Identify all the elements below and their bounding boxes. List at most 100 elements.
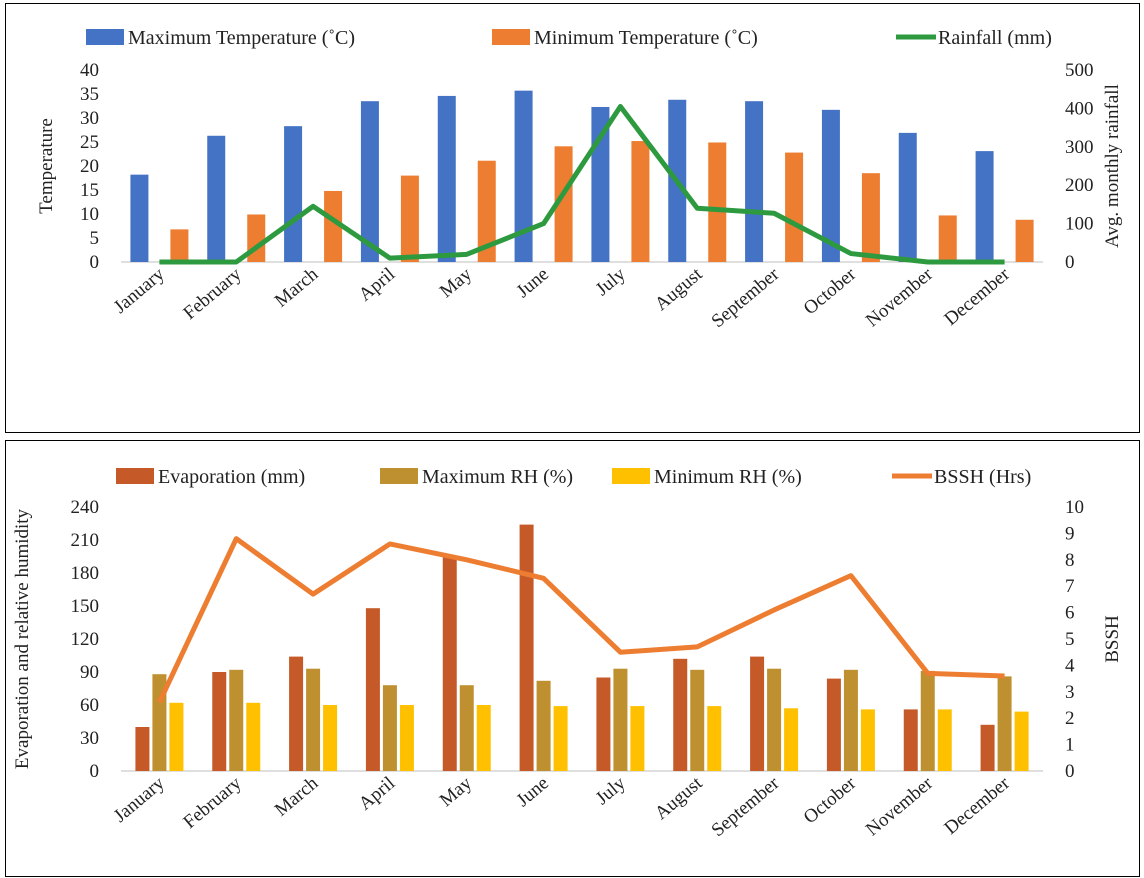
bar-maximum-temperature-c: [130, 174, 149, 262]
bar-evaporation-mm: [903, 709, 918, 771]
bar-maximum-temperature-c: [360, 101, 379, 262]
legend-label: BSSH (Hrs): [934, 466, 1031, 488]
y2-tick-label: 8: [1065, 550, 1075, 571]
y-tick-label: 120: [71, 629, 100, 650]
temperature-rainfall-chart-panel: 0 5 10 15 20 25 30 35 40 0 100 200 300 400 500 Temperat…: [5, 3, 1140, 433]
x-category-label: October: [800, 772, 861, 828]
y2-tick-label: 9: [1065, 523, 1075, 544]
y2-tick-label: 7: [1065, 576, 1075, 597]
y2-tick-label: 100: [1065, 214, 1094, 235]
bar-maximum-temperature-c: [821, 109, 840, 262]
line-rainfall-mm: [159, 103, 1005, 265]
x-category-label: July: [592, 772, 630, 809]
legend-swatch: [492, 29, 530, 45]
y-axis-title: Evaporation and relative humidity: [12, 508, 33, 769]
bar-minimum-rh: [553, 706, 568, 771]
bar-maximum-rh: [613, 668, 628, 771]
bar-maximum-rh: [229, 669, 244, 771]
x-category-label: January: [110, 263, 169, 317]
x-category-label: November: [862, 772, 937, 840]
x-category-label: July: [592, 263, 630, 300]
bar-maximum-temperature-c: [745, 101, 764, 262]
y-tick-label: 210: [71, 530, 100, 551]
bar-evaporation-mm: [365, 608, 380, 771]
bar-minimum-rh: [399, 705, 414, 771]
y-tick-label: 60: [80, 695, 99, 716]
x-category-label: August: [651, 772, 707, 824]
y2-tick-label: 1: [1065, 735, 1075, 756]
bar-maximum-temperature-c: [437, 95, 456, 262]
bar-maximum-rh: [306, 668, 321, 771]
y-tick-label: 15: [80, 180, 99, 201]
y-tick-label: 40: [80, 60, 99, 81]
bar-evaporation-mm: [596, 677, 611, 771]
evaporation-humidity-chart: 0 30 60 90 120 150 180 210 240 0 1 2 3 4 5 6 7 8 9 10 Evapor…: [12, 466, 1123, 841]
legend-label: Minimum Temperature (˚C): [534, 27, 758, 49]
bar-evaporation-mm: [673, 658, 688, 771]
y2-axis-title: Avg. monthly rainfall: [1102, 84, 1123, 248]
bar-maximum-temperature-c: [898, 132, 917, 262]
y-tick-label: 150: [71, 596, 100, 617]
y2-tick-label: 5: [1065, 629, 1075, 650]
bar-minimum-rh: [860, 709, 875, 771]
y-tick-label: 90: [80, 662, 99, 683]
bar-maximum-rh: [690, 669, 705, 771]
y-tick-label: 240: [71, 497, 100, 518]
bar-evaporation-mm: [980, 724, 995, 771]
x-category-label: February: [179, 263, 245, 323]
bar-maximum-rh: [459, 685, 474, 771]
legend-label: Rainfall (mm): [938, 27, 1052, 49]
legend-label: Maximum Temperature (˚C): [128, 27, 355, 49]
y-tick-label: 25: [80, 132, 99, 153]
y-tick-label: 30: [80, 108, 99, 129]
bar-evaporation-mm: [442, 556, 457, 771]
bar-minimum-rh: [707, 706, 722, 771]
bar-maximum-rh: [536, 680, 551, 771]
x-category-label: March: [271, 772, 323, 820]
y2-tick-label: 500: [1065, 60, 1094, 81]
y-tick-label: 0: [90, 252, 100, 273]
bar-maximum-rh: [767, 668, 782, 771]
bar-minimum-temperature-c: [1015, 219, 1034, 262]
x-category-label: January: [110, 772, 169, 826]
y-tick-label: 180: [71, 563, 100, 584]
x-category-label: March: [271, 263, 323, 311]
bar-minimum-rh: [323, 705, 338, 771]
bar-maximum-temperature-c: [284, 126, 303, 262]
x-category-label: September: [708, 263, 784, 332]
bar-evaporation-mm: [135, 727, 150, 771]
y2-tick-label: 200: [1065, 175, 1094, 196]
bar-minimum-temperature-c: [477, 160, 496, 262]
bar-maximum-temperature-c: [207, 135, 226, 262]
bar-maximum-temperature-c: [975, 151, 994, 262]
y-tick-label: 10: [80, 204, 99, 225]
bar-minimum-temperature-c: [324, 190, 343, 262]
x-category-label: May: [436, 772, 477, 811]
y2-axis-title: BSSH: [1102, 615, 1123, 663]
y2-tick-label: 6: [1065, 603, 1075, 624]
evaporation-humidity-chart-panel: 0 30 60 90 120 150 180 210 240 0 1 2 3 4 5 6 7 8 9 10 Evapor…: [5, 440, 1140, 877]
y-tick-label: 20: [80, 156, 99, 177]
y-axis-title: Temperature: [36, 118, 57, 214]
y2-tick-label: 3: [1065, 682, 1075, 703]
bar-maximum-temperature-c: [514, 90, 533, 262]
bar-minimum-rh: [937, 709, 952, 771]
x-category-label: November: [862, 263, 937, 331]
y2-tick-label: 0: [1065, 252, 1075, 273]
x-category-label: June: [513, 773, 553, 811]
y2-tick-label: 400: [1065, 98, 1094, 119]
y-tick-label: 5: [90, 228, 100, 249]
legend-swatch: [612, 468, 650, 484]
bar-evaporation-mm: [826, 678, 841, 771]
x-category-label: December: [940, 263, 1014, 330]
bar-maximum-rh: [920, 670, 935, 771]
y-tick-label: 30: [80, 728, 99, 749]
bar-evaporation-mm: [289, 656, 304, 771]
bar-minimum-temperature-c: [938, 215, 957, 262]
y2-tick-label: 2: [1065, 708, 1075, 729]
x-category-label: April: [355, 264, 399, 306]
bar-evaporation-mm: [750, 656, 765, 771]
x-category-label: September: [708, 772, 784, 841]
y2-tick-label: 0: [1065, 761, 1075, 782]
bar-minimum-temperature-c: [861, 173, 880, 262]
